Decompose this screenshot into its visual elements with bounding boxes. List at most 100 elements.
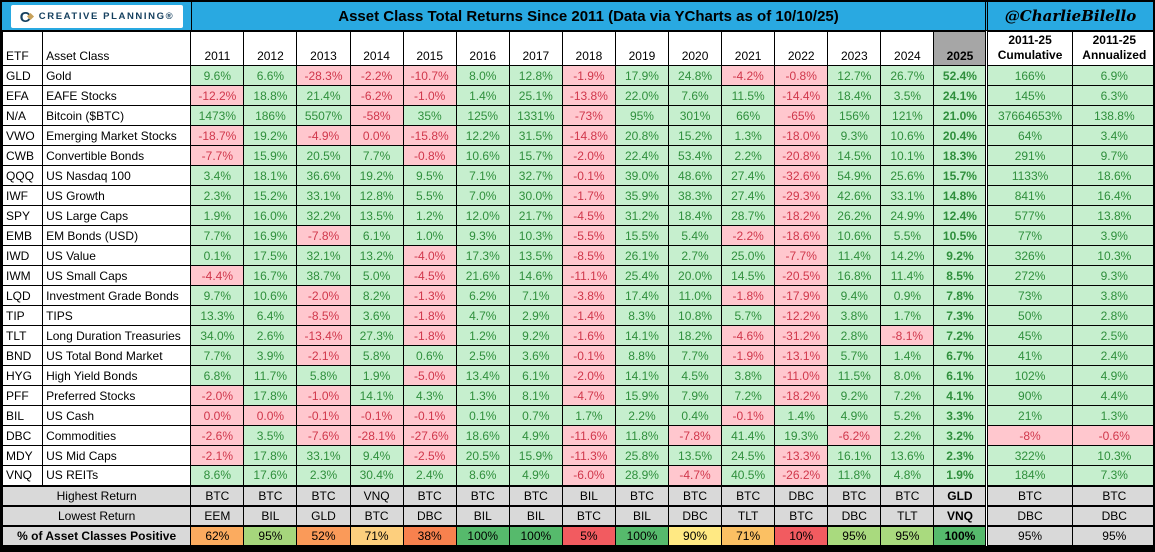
return-cell-2012: 16.7%: [243, 265, 298, 286]
highest-return-cumulative: BTC: [985, 485, 1073, 506]
return-cell-2017: 4.9%: [508, 465, 563, 486]
return-cell-2022: -13.3%: [774, 445, 829, 466]
lowest-return-2019: BIL: [614, 505, 670, 526]
return-cell-2013: 38.7%: [296, 265, 351, 286]
annualized-return-cell: 138.8%: [1071, 105, 1153, 126]
return-cell-2025: 7.2%: [933, 325, 988, 346]
return-cell-2011: 8.6%: [190, 465, 245, 486]
return-cell-2011: -2.0%: [190, 385, 245, 406]
return-cell-2019: 31.2%: [614, 205, 670, 226]
cumulative-return-cell: 577%: [985, 205, 1073, 226]
highest-return-2024: BTC: [880, 485, 935, 506]
col-header-year-2017: 2017: [508, 31, 563, 66]
annualized-return-cell: 10.3%: [1071, 245, 1153, 266]
return-cell-2013: 2.3%: [296, 465, 351, 486]
return-cell-2013: 33.1%: [296, 185, 351, 206]
column-header-row: ETF Asset Class 2011 2012 2013 2014 2015 2016…: [2, 31, 1153, 66]
col-header-year-2015: 2015: [402, 31, 457, 66]
return-cell-2016: 17.3%: [455, 245, 510, 266]
return-cell-2013: -7.6%: [296, 425, 351, 446]
return-cell-2015: 2.4%: [402, 465, 457, 486]
return-cell-2014: 27.3%: [349, 325, 404, 346]
return-cell-2024: 14.2%: [880, 245, 935, 266]
return-cell-2017: 25.1%: [508, 85, 563, 106]
asset-class-name: Convertible Bonds: [42, 145, 192, 166]
cumulative-return-cell: 326%: [985, 245, 1073, 266]
return-cell-2024: 0.9%: [880, 285, 935, 306]
highest-return-2021: BTC: [721, 485, 776, 506]
col-header-cumulative: 2011-25 Cumulative: [985, 31, 1073, 66]
lowest-return-2020: DBC: [668, 505, 723, 526]
asset-row-tip: TIP TIPS 13.3% 6.4% -8.5% 3.6% -1.8% 4.7% 2.9% -1…: [2, 305, 1153, 326]
highest-return-2016: BTC: [455, 485, 510, 506]
return-cell-2019: 25.4%: [614, 265, 670, 286]
return-cell-2015: -5.0%: [402, 365, 457, 386]
return-cell-2023: 11.5%: [827, 365, 882, 386]
return-cell-2011: -2.6%: [190, 425, 245, 446]
creative-planning-logo-icon: C: [20, 9, 34, 25]
return-cell-2023: 14.5%: [827, 145, 882, 166]
return-cell-2015: -10.7%: [402, 65, 457, 86]
return-cell-2013: -2.1%: [296, 345, 351, 366]
return-cell-2018: -2.0%: [561, 145, 616, 166]
annualized-return-cell: 9.3%: [1071, 265, 1153, 286]
return-cell-2012: 15.9%: [243, 145, 298, 166]
lowest-return-2022: BTC: [774, 505, 829, 526]
lowest-return-2024: TLT: [880, 505, 935, 526]
return-cell-2011: 2.3%: [190, 185, 245, 206]
return-cell-2011: 0.0%: [190, 405, 245, 426]
return-cell-2023: 4.9%: [827, 405, 882, 426]
return-cell-2017: 10.3%: [508, 225, 563, 246]
return-cell-2019: 39.0%: [614, 165, 670, 186]
return-cell-2012: 6.4%: [243, 305, 298, 326]
return-cell-2022: -18.6%: [774, 225, 829, 246]
return-cell-2022: 1.4%: [774, 405, 829, 426]
pct-positive-2014: 71%: [349, 525, 404, 546]
return-cell-2016: 21.6%: [455, 265, 510, 286]
return-cell-2024: 5.5%: [880, 225, 935, 246]
return-cell-2012: 17.8%: [243, 385, 298, 406]
return-cell-2011: 3.4%: [190, 165, 245, 186]
return-cell-2017: 14.6%: [508, 265, 563, 286]
return-cell-2018: -4.5%: [561, 205, 616, 226]
return-cell-2017: 30.0%: [508, 185, 563, 206]
return-cell-2012: 2.6%: [243, 325, 298, 346]
return-cell-2020: 18.2%: [668, 325, 723, 346]
return-cell-2018: -5.5%: [561, 225, 616, 246]
asset-class-name: US Growth: [42, 185, 192, 206]
return-cell-2019: 95%: [614, 105, 670, 126]
return-cell-2025: 20.4%: [933, 125, 988, 146]
return-cell-2013: -7.8%: [296, 225, 351, 246]
return-cell-2021: 3.8%: [721, 365, 776, 386]
etf-ticker: N/A: [2, 105, 44, 126]
return-cell-2014: 1.9%: [349, 365, 404, 386]
annualized-return-cell: 4.4%: [1071, 385, 1153, 406]
annualized-return-cell: 3.9%: [1071, 225, 1153, 246]
return-cell-2022: -32.6%: [774, 165, 829, 186]
etf-ticker: VNQ: [2, 465, 44, 486]
return-cell-2023: -6.2%: [827, 425, 882, 446]
col-header-year-2012: 2012: [243, 31, 298, 66]
asset-class-name: US Cash: [42, 405, 192, 426]
return-cell-2014: 13.2%: [349, 245, 404, 266]
return-cell-2023: 10.6%: [827, 225, 882, 246]
return-cell-2017: 12.8%: [508, 65, 563, 86]
return-cell-2017: 4.9%: [508, 425, 563, 446]
return-cell-2025: 7.3%: [933, 305, 988, 326]
return-cell-2025: 24.1%: [933, 85, 988, 106]
return-cell-2020: 53.4%: [668, 145, 723, 166]
annualized-return-cell: 3.8%: [1071, 285, 1153, 306]
asset-row-vwo: VWO Emerging Market Stocks -18.7% 19.2% -4.9…: [2, 125, 1153, 146]
highest-return-2020: BTC: [668, 485, 723, 506]
return-cell-2021: -4.6%: [721, 325, 776, 346]
logo-wordmark: CREATIVE PLANNING®: [38, 10, 175, 22]
cumulative-return-cell: 90%: [985, 385, 1073, 406]
return-cell-2018: -1.9%: [561, 65, 616, 86]
return-cell-2020: 15.2%: [668, 125, 723, 146]
return-cell-2011: 6.8%: [190, 365, 245, 386]
lowest-return-2017: BIL: [508, 505, 563, 526]
return-cell-2014: -58%: [349, 105, 404, 126]
return-cell-2024: 1.7%: [880, 305, 935, 326]
return-cell-2022: -20.8%: [774, 145, 829, 166]
